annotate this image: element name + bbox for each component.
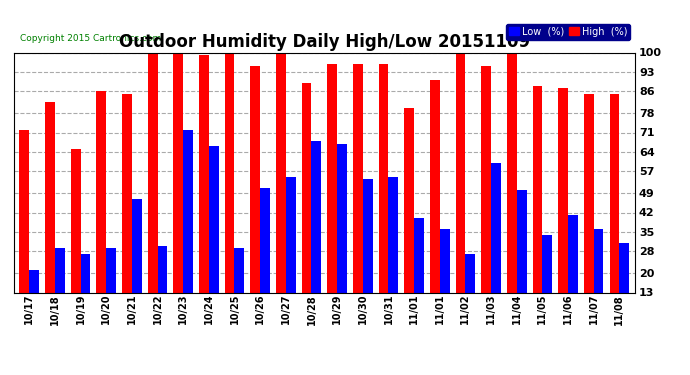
Bar (97, 91, 106, 328)
Bar (440, 229, 449, 328)
Bar (276, 53, 286, 328)
Bar (327, 63, 337, 328)
Bar (286, 177, 295, 328)
Bar (568, 215, 578, 328)
Bar (106, 248, 116, 328)
Bar (311, 141, 322, 328)
Bar (414, 218, 424, 328)
Bar (455, 53, 466, 328)
Bar (379, 63, 388, 328)
Bar (593, 229, 604, 328)
Bar (491, 163, 501, 328)
Bar (225, 53, 235, 328)
Bar (71, 149, 81, 328)
Bar (610, 94, 620, 328)
Bar (558, 88, 568, 328)
Bar (19, 130, 29, 328)
Bar (260, 188, 270, 328)
Bar (507, 53, 517, 328)
Bar (199, 55, 209, 328)
Bar (466, 254, 475, 328)
Bar (132, 199, 141, 328)
Bar (122, 94, 132, 328)
Bar (173, 53, 183, 328)
Legend: Low  (%), High  (%): Low (%), High (%) (506, 24, 630, 40)
Text: Copyright 2015 Cartronics.com: Copyright 2015 Cartronics.com (20, 34, 161, 43)
Bar (183, 130, 193, 328)
Bar (29, 270, 39, 328)
Bar (209, 146, 219, 328)
Bar (55, 248, 65, 328)
Bar (517, 190, 526, 328)
Bar (148, 53, 157, 328)
Bar (235, 248, 244, 328)
Bar (388, 177, 398, 328)
Bar (337, 144, 347, 328)
Bar (45, 102, 55, 328)
Bar (81, 254, 90, 328)
Bar (157, 246, 167, 328)
Bar (363, 179, 373, 328)
Bar (353, 63, 363, 328)
Bar (302, 83, 311, 328)
Bar (620, 243, 629, 328)
Bar (250, 66, 260, 328)
Bar (542, 235, 552, 328)
Bar (404, 108, 414, 328)
Bar (430, 80, 440, 328)
Bar (482, 66, 491, 328)
Title: Outdoor Humidity Daily High/Low 20151109: Outdoor Humidity Daily High/Low 20151109 (119, 33, 530, 51)
Bar (533, 86, 542, 328)
Bar (584, 94, 593, 328)
